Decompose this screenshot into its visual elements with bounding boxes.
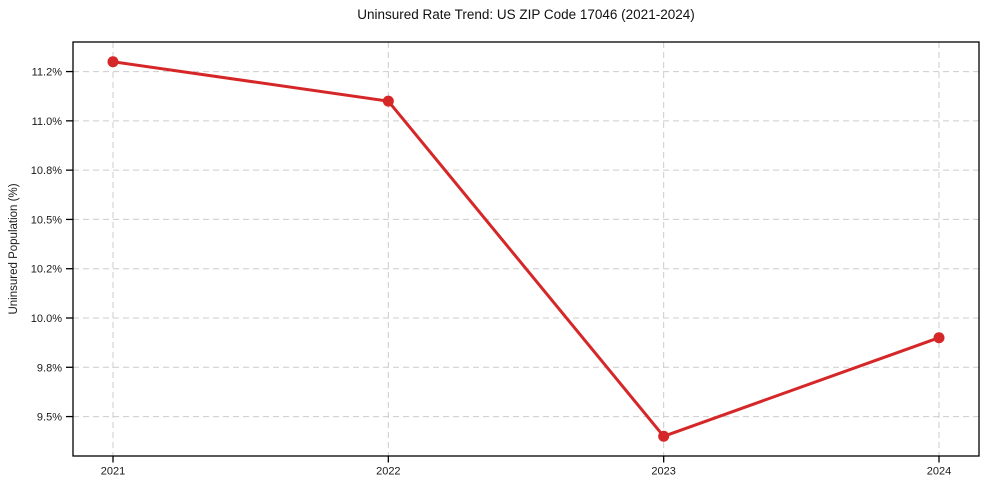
- y-tick-label: 9.5%: [37, 412, 62, 424]
- x-tick-label: 2022: [376, 466, 400, 478]
- trend-line: [111, 60, 941, 438]
- data-point-2022: [382, 95, 394, 107]
- chart-title: Uninsured Rate Trend: US ZIP Code 17046 …: [357, 7, 695, 22]
- data-point-2024: [933, 332, 945, 344]
- data-point-2021: [107, 56, 119, 68]
- y-tick-label: 11.2%: [32, 67, 63, 79]
- y-tick-label: 11.0%: [32, 116, 63, 128]
- x-tick-label: 2021: [101, 466, 125, 478]
- y-tick-label: 10.8%: [31, 165, 62, 177]
- x-tick-label: 2024: [927, 466, 951, 478]
- y-tick-label: 10.0%: [31, 313, 62, 325]
- y-tick-label: 10.5%: [31, 214, 62, 226]
- data-point-2023: [658, 430, 670, 442]
- y-tick-label: 10.2%: [31, 264, 62, 276]
- y-tick-label: 9.8%: [37, 362, 62, 374]
- axes-frame: [72, 41, 980, 457]
- x-tick-label: 2023: [651, 466, 675, 478]
